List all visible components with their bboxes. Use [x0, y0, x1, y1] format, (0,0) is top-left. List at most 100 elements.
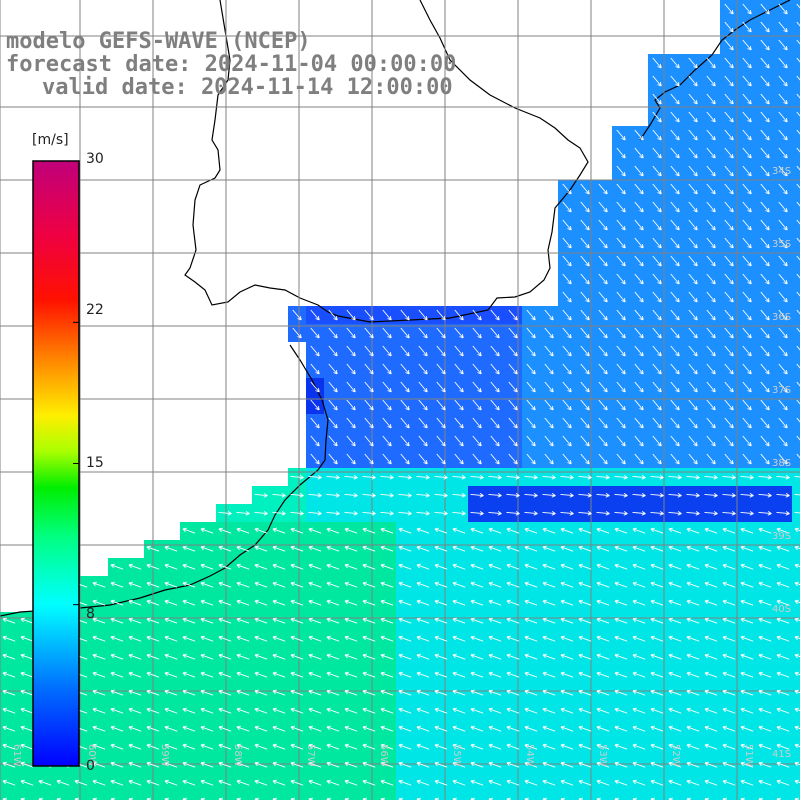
wind-arrow: [418, 435, 428, 447]
wind-arrow: [722, 635, 736, 642]
wind-arrow: [562, 435, 572, 447]
wind-arrow: [344, 761, 358, 768]
wind-arrow: [398, 707, 412, 714]
wind-arrow: [650, 545, 664, 552]
wind-arrow: [488, 527, 502, 534]
wind-arrow: [704, 545, 718, 552]
wind-arrow: [706, 57, 716, 69]
coastline-north-east: [639, 0, 791, 141]
wind-arrow: [562, 291, 572, 303]
wind-arrow: [634, 417, 644, 429]
wind-arrow: [346, 381, 356, 393]
wind-arrow: [706, 453, 716, 465]
wind-arrow: [526, 417, 536, 429]
wind-arrow: [724, 255, 734, 267]
wind-arrow: [290, 475, 304, 480]
wind-arrow: [778, 201, 788, 213]
wind-arrow: [452, 527, 466, 534]
wind-arrow: [778, 111, 788, 123]
wind-arrow: [380, 707, 394, 714]
wind-arrow: [776, 689, 790, 696]
wind-arrow: [562, 309, 572, 321]
wind-arrow: [344, 725, 358, 732]
wind-arrow: [346, 435, 356, 447]
wind-arrow: [616, 291, 626, 303]
lat-label: 41S: [772, 749, 791, 760]
wind-arrow: [506, 581, 520, 588]
wind-arrow: [416, 653, 430, 660]
wind-arrow: [344, 545, 358, 552]
wind-arrow: [326, 743, 340, 750]
wind-arrow: [200, 617, 214, 624]
wind-arrow: [724, 345, 734, 357]
wind-arrow: [742, 309, 752, 321]
wind-arrow: [344, 511, 358, 516]
wind-arrow: [454, 363, 464, 375]
wind-arrow: [778, 75, 788, 87]
wind-arrow: [308, 599, 322, 606]
wind-arrow: [670, 273, 680, 285]
wind-arrow: [364, 399, 374, 411]
wind-arrow: [614, 493, 628, 498]
wind-arrow: [128, 635, 142, 642]
wind-arrow: [742, 93, 752, 105]
wind-arrow: [632, 743, 646, 750]
wind-arrow: [470, 671, 484, 678]
wind-arrow: [164, 653, 178, 660]
wind-arrow: [470, 563, 484, 570]
wind-arrow: [218, 511, 232, 516]
wind-arrow: [724, 453, 734, 465]
wind-arrow: [634, 363, 644, 375]
wind-arrow: [760, 165, 770, 177]
wind-arrow: [794, 581, 800, 587]
wind-arrow: [632, 527, 646, 534]
wind-arrow: [668, 493, 682, 498]
wind-arrow: [722, 743, 736, 750]
wind-arrow: [254, 545, 268, 552]
wind-arrow: [634, 129, 644, 141]
wind-arrow: [310, 399, 320, 411]
wind-arrow: [776, 761, 790, 768]
wind-arrow: [526, 381, 536, 393]
wind-arrow: [704, 493, 718, 498]
wind-arrow: [524, 635, 538, 642]
wind-arrow: [724, 273, 734, 285]
wind-arrow: [200, 689, 214, 696]
wind-arrow: [542, 635, 556, 642]
wind-arrow: [146, 725, 160, 732]
wind-arrow: [706, 291, 716, 303]
wind-arrow: [364, 435, 374, 447]
wind-arrow: [742, 417, 752, 429]
wind-arrow: [490, 399, 500, 411]
wind-arrow: [470, 581, 484, 588]
wind-arrow: [488, 617, 502, 624]
wind-arrow: [598, 255, 608, 267]
wind-arrow: [344, 635, 358, 642]
wind-arrow: [20, 725, 34, 732]
wind-arrow: [670, 381, 680, 393]
wind-arrow: [398, 653, 412, 660]
wind-arrow: [706, 75, 716, 87]
wind-arrow: [524, 779, 538, 786]
wind-arrow: [146, 779, 160, 786]
wind-arrow: [382, 345, 392, 357]
wind-arrow: [506, 707, 520, 714]
wind-arrow: [632, 761, 646, 768]
wind-arrow: [776, 725, 790, 732]
wind-arrow: [686, 493, 700, 498]
wind-arrow: [454, 309, 464, 321]
wind-arrow: [598, 201, 608, 213]
wind-arrow: [362, 761, 376, 768]
wind-arrow: [328, 309, 338, 321]
wind-arrow: [452, 545, 466, 552]
wind-arrow: [346, 417, 356, 429]
wind-arrow: [670, 291, 680, 303]
wind-arrow: [128, 563, 142, 570]
wind-arrow: [778, 417, 788, 429]
wind-arrow: [688, 255, 698, 267]
wind-arrow: [128, 671, 142, 678]
wind-arrow: [706, 93, 716, 105]
wind-arrow: [688, 327, 698, 339]
